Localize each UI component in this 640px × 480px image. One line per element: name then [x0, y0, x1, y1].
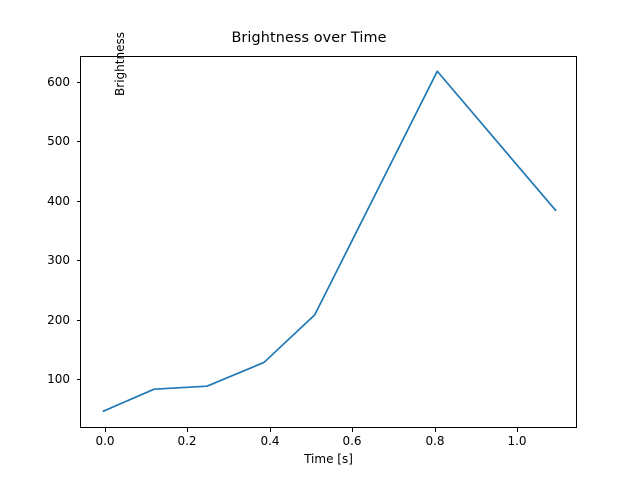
x-tick-mark [517, 428, 518, 432]
x-tick-label: 0.6 [342, 434, 362, 448]
y-tick-label: 300 [47, 253, 70, 268]
x-tick-label: 0.8 [425, 434, 445, 448]
y-tick-mark [76, 260, 80, 262]
x-tick-mark [352, 428, 353, 432]
x-axis-label: Time [s] [304, 452, 353, 466]
x-tick-label: 0.2 [177, 434, 197, 448]
y-tick-label: 200 [47, 312, 70, 327]
y-tick-mark [76, 200, 80, 202]
line-plot-svg [102, 70, 557, 413]
x-tick-mark [187, 428, 188, 432]
y-tick-mark [76, 141, 80, 143]
y-tick-mark [76, 82, 80, 83]
chart-title: Brightness over Time [0, 30, 640, 46]
x-tick-mark [269, 428, 271, 432]
y-tick-mark [76, 379, 80, 380]
x-tick-mark [434, 428, 436, 432]
x-tick-mark [104, 428, 106, 432]
y-axis-label-container: Brightness [14, 32, 127, 428]
data-series-line [102, 70, 557, 413]
y-axis-label: Brightness [113, 32, 127, 96]
y-tick-label: 100 [47, 372, 70, 386]
y-tick-label: 400 [47, 193, 70, 208]
x-tick-label: 0.4 [260, 434, 280, 448]
y-tick-label: 600 [47, 75, 70, 89]
plot-axes [80, 56, 577, 428]
chart-title-text: Brightness over Time [231, 30, 387, 46]
x-tick-label: 0.0 [95, 434, 115, 448]
y-tick-mark [76, 319, 80, 321]
x-tick-label: 1.0 [507, 434, 527, 448]
y-tick-label: 500 [47, 134, 70, 149]
